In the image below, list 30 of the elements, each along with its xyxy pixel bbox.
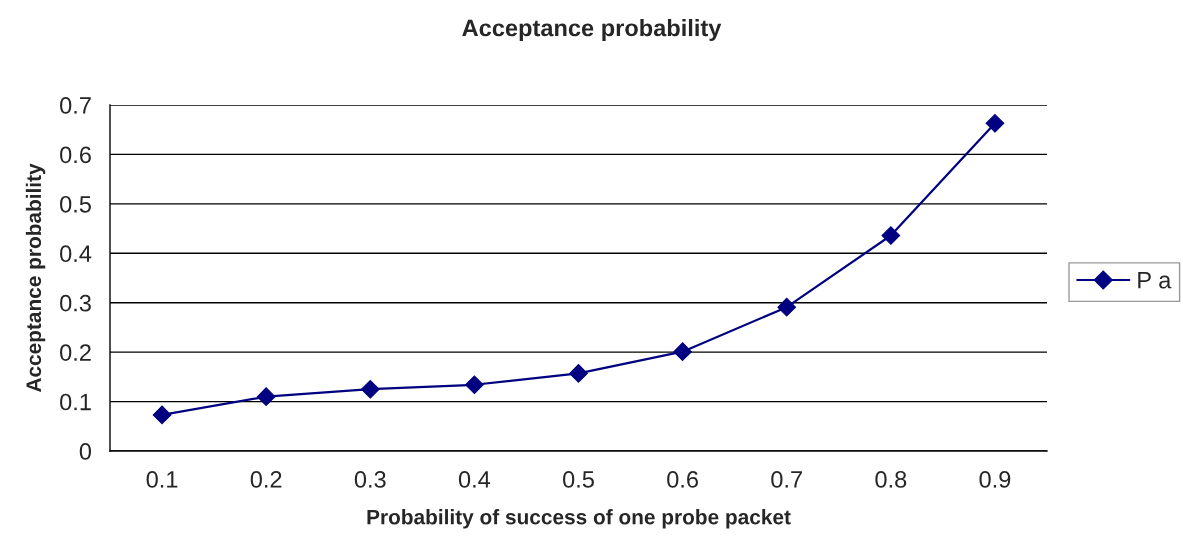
x-tick-label: 0.5 xyxy=(563,471,594,488)
point xyxy=(881,226,901,245)
x-tick-label: 0.6 xyxy=(667,471,698,488)
point xyxy=(360,379,380,399)
chart-title: Acceptance probability xyxy=(462,19,722,41)
point xyxy=(465,375,484,395)
x-tick-label: 0.2 xyxy=(250,471,282,488)
x-axis-title: Probability of success of one probe packet xyxy=(367,509,791,529)
y-tick-label: 0.3 xyxy=(60,294,91,312)
point xyxy=(256,387,276,406)
y-tick-label: 0.6 xyxy=(60,146,91,164)
y-tick-label: 0.7 xyxy=(60,97,91,114)
point xyxy=(985,113,1005,133)
point xyxy=(673,342,692,362)
x-tick-label: 0.8 xyxy=(875,471,907,488)
y-tick-label: 0.2 xyxy=(60,344,91,361)
y-tick-label: 0.5 xyxy=(60,195,91,213)
y-tick-label: 0.1 xyxy=(60,393,91,411)
y-tick-label: 0.4 xyxy=(60,245,92,263)
point xyxy=(569,364,588,383)
x-tick-label: 0.4 xyxy=(458,471,491,488)
legend-label: P a xyxy=(1138,272,1172,289)
point xyxy=(152,405,172,425)
y-tick-label: 0 xyxy=(79,443,92,460)
y-axis-title: Acceptance probability xyxy=(25,163,46,393)
x-tick-label: 0.7 xyxy=(771,471,802,488)
point xyxy=(777,297,797,317)
x-tick-label: 0.3 xyxy=(354,471,386,488)
x-tick-label: 0.1 xyxy=(146,471,178,488)
x-tick-label: 0.9 xyxy=(979,471,1011,488)
